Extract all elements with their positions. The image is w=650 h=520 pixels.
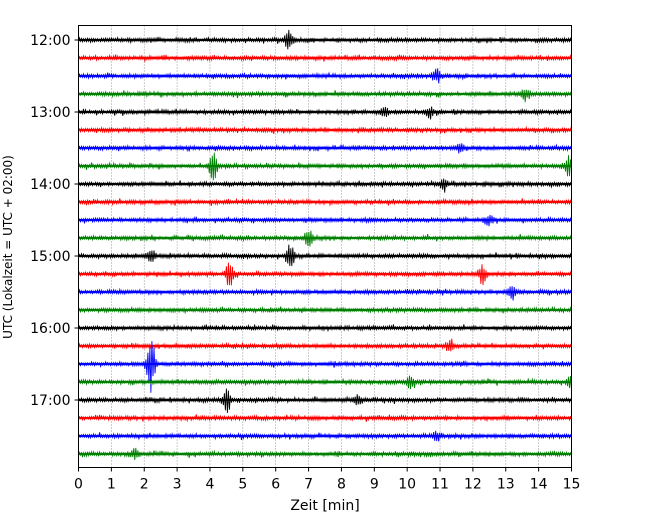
trace-signal	[78, 106, 572, 120]
plot-frame	[78, 25, 572, 468]
trace-17:30	[78, 430, 572, 442]
x-tick-label: 4	[206, 477, 215, 493]
x-tick-label: 13	[497, 477, 515, 493]
trace-signal	[78, 53, 572, 63]
trace-12:30	[78, 68, 572, 84]
trace-16:00	[78, 323, 572, 333]
x-tick-label: 11	[431, 477, 449, 493]
trace-17:15	[78, 413, 572, 423]
trace-signal	[78, 430, 572, 442]
y-tick-label: 16:00	[30, 321, 70, 337]
x-tick-label: 1	[107, 477, 116, 493]
trace-signal	[78, 447, 572, 460]
trace-15:45	[78, 305, 572, 315]
x-tick-label: 6	[271, 477, 280, 493]
trace-17:45	[78, 447, 572, 460]
trace-signal	[78, 178, 572, 193]
trace-14:45	[78, 230, 572, 247]
trace-signal	[78, 214, 572, 227]
x-tick-label: 15	[563, 477, 581, 493]
x-tick-label: 12	[464, 477, 482, 493]
trace-signal	[78, 89, 572, 103]
trace-16:30	[78, 341, 572, 393]
trace-signal	[78, 388, 572, 413]
trace-signal	[78, 323, 572, 333]
trace-signal	[78, 197, 572, 207]
trace-signal	[78, 29, 572, 50]
trace-13:00	[78, 106, 572, 120]
x-axis-label: Zeit [min]	[290, 498, 359, 514]
trace-16:45	[78, 375, 572, 391]
x-tick-label: 8	[337, 477, 346, 493]
trace-signal	[78, 338, 572, 352]
x-tick-label: 10	[398, 477, 416, 493]
trace-signal	[78, 375, 572, 391]
trace-15:30	[78, 286, 572, 301]
trace-16:15	[78, 338, 572, 352]
y-tick-label: 17:00	[30, 393, 70, 409]
trace-signal	[78, 341, 572, 393]
y-tick-label: 12:00	[30, 33, 70, 49]
trace-signal	[78, 230, 572, 247]
trace-signal	[78, 262, 572, 286]
trace-15:00	[78, 244, 572, 267]
x-tick-label: 14	[530, 477, 548, 493]
trace-13:45	[78, 152, 572, 181]
x-tick-label: 0	[74, 477, 83, 493]
trace-14:30	[78, 214, 572, 227]
y-tick-label: 14:00	[30, 177, 70, 193]
trace-12:15	[78, 53, 572, 63]
trace-signal	[78, 244, 572, 267]
trace-12:00	[78, 29, 572, 50]
trace-17:00	[78, 388, 572, 413]
y-tick-label: 15:00	[30, 249, 70, 265]
trace-signal	[78, 413, 572, 423]
y-axis-label: UTC (Lokalzeit = UTC + 02:00)	[1, 155, 15, 339]
traces	[78, 29, 572, 460]
trace-15:15	[78, 262, 572, 286]
trace-signal	[78, 152, 572, 181]
y-tick-label: 13:00	[30, 105, 70, 121]
x-tick-label: 5	[238, 477, 247, 493]
x-tick-label: 3	[173, 477, 182, 493]
trace-signal	[78, 125, 572, 135]
trace-signal	[78, 286, 572, 301]
trace-signal	[78, 68, 572, 84]
trace-14:15	[78, 197, 572, 207]
x-tick-label: 9	[370, 477, 379, 493]
y-axis: 12:00 13:00 14:00 15:00 16:00 17:00	[30, 33, 79, 409]
x-axis: 0 1 2 3 4 5 6 7 8 9 10 11 12 13 14 15	[74, 467, 581, 493]
trace-signal	[78, 143, 572, 154]
trace-13:30	[78, 143, 572, 154]
trace-signal	[78, 305, 572, 315]
x-tick-label: 2	[140, 477, 149, 493]
trace-13:15	[78, 125, 572, 135]
x-tick-label: 7	[304, 477, 313, 493]
trace-12:45	[78, 89, 572, 103]
trace-14:00	[78, 178, 572, 193]
